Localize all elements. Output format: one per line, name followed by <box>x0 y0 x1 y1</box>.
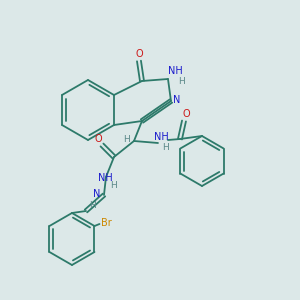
Text: H: H <box>111 181 117 190</box>
Text: O: O <box>182 109 190 119</box>
Text: N: N <box>93 189 101 199</box>
Text: NH: NH <box>154 132 168 142</box>
Text: H: H <box>178 76 185 85</box>
Text: NH: NH <box>168 66 182 76</box>
Text: N: N <box>173 95 181 105</box>
Text: H: H <box>90 202 96 211</box>
Text: H: H <box>124 134 130 143</box>
Text: NH: NH <box>98 173 112 183</box>
Text: O: O <box>94 134 102 144</box>
Text: O: O <box>135 49 143 59</box>
Text: H: H <box>163 142 170 152</box>
Text: Br: Br <box>101 218 112 228</box>
